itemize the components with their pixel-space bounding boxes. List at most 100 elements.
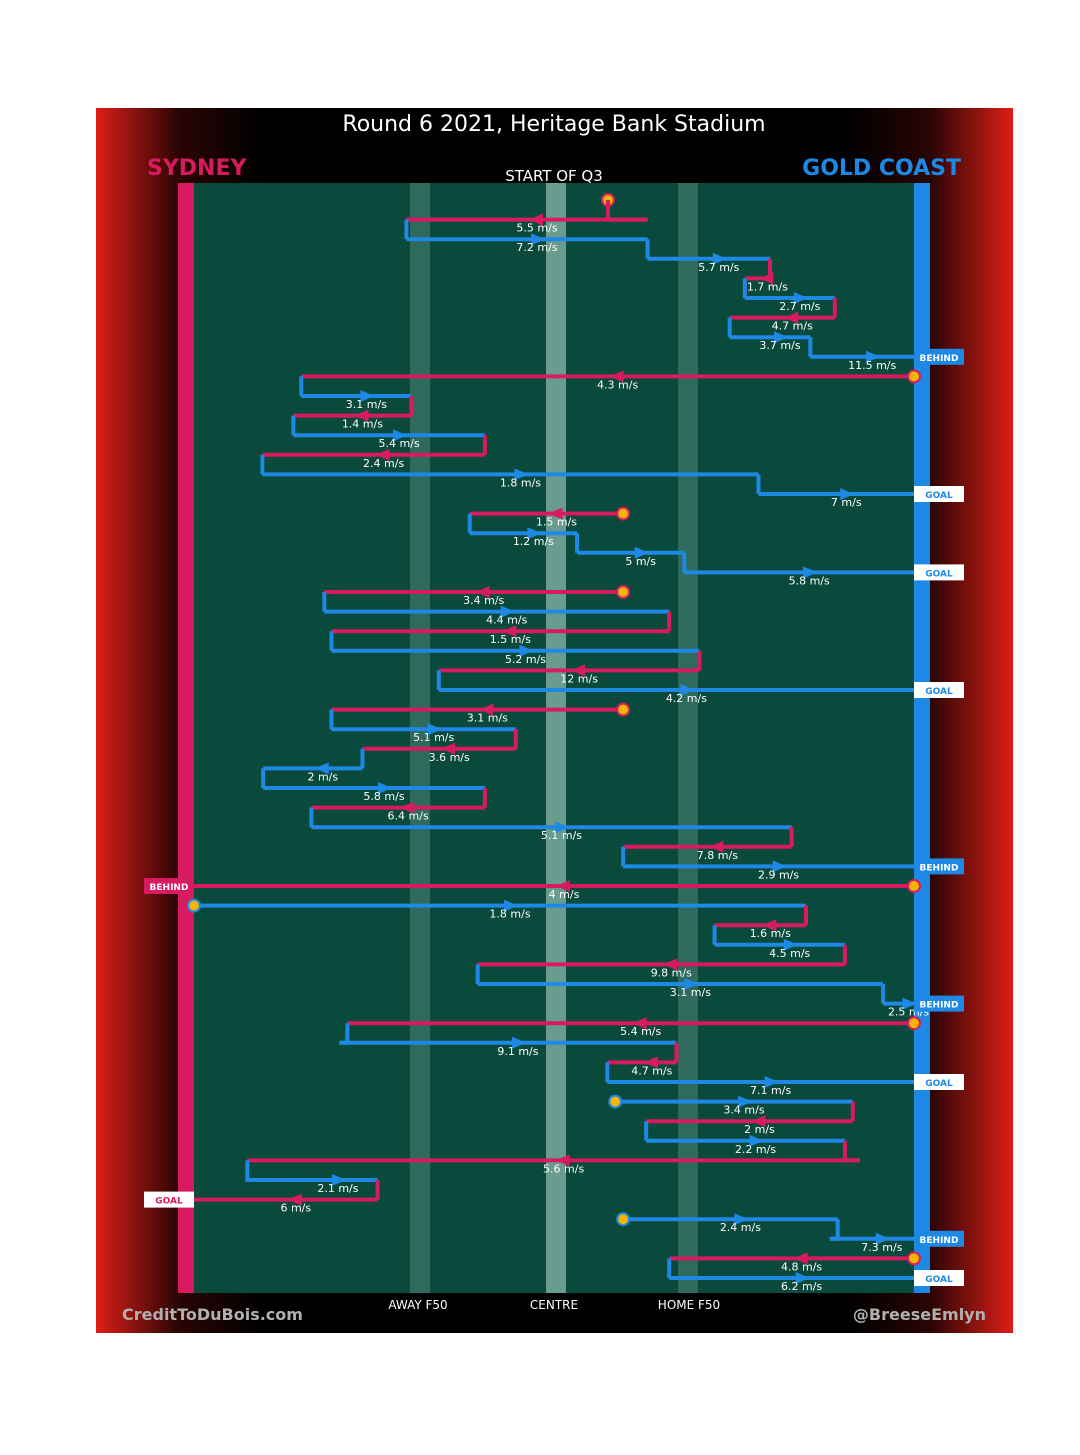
speed-label: 2.4 m/s	[720, 1221, 761, 1234]
direction-arrow	[287, 1193, 302, 1206]
stoppage-marker	[616, 585, 631, 599]
speed-label: 4.8 m/s	[781, 1260, 822, 1273]
direction-arrow	[548, 507, 563, 520]
speed-label: 4.7 m/s	[772, 320, 813, 333]
speed-label: 1.6 m/s	[750, 927, 791, 940]
axis-label-centre: CENTRE	[530, 1298, 578, 1312]
speed-label: 5.8 m/s	[789, 574, 830, 587]
direction-arrow	[764, 1076, 779, 1088]
direction-arrow	[393, 429, 408, 442]
direction-arrow	[738, 1095, 752, 1108]
score-label: BEHIND	[920, 1001, 959, 1011]
speed-label: 2.1 m/s	[317, 1182, 358, 1195]
direction-arrow	[772, 860, 787, 873]
gold-coast-goal-line	[914, 183, 930, 1293]
direction-arrow	[680, 684, 695, 696]
speed-label: 1.8 m/s	[489, 908, 530, 921]
score-badge	[914, 1074, 964, 1090]
direction-arrow	[663, 958, 678, 971]
stoppage-marker	[616, 506, 631, 521]
score-badge	[914, 1230, 964, 1247]
speed-label: 4.3 m/s	[597, 378, 638, 391]
centre-band	[546, 183, 566, 1293]
speed-label: 2.9 m/s	[758, 868, 799, 881]
direction-arrow	[783, 938, 798, 951]
direction-arrow	[400, 801, 415, 814]
score-badge	[914, 995, 964, 1012]
speed-label: 5.5 m/s	[516, 222, 557, 235]
direction-arrow	[803, 566, 818, 579]
speed-label: 12 m/s	[560, 672, 598, 685]
speed-label: 5.1 m/s	[541, 829, 582, 842]
score-badge	[144, 1191, 194, 1208]
speed-label: 1.4 m/s	[342, 418, 383, 431]
direction-arrow	[375, 448, 390, 461]
speed-label: 5 m/s	[625, 555, 656, 568]
speed-label: 9.1 m/s	[497, 1045, 538, 1058]
direction-arrow	[734, 1213, 749, 1226]
direction-arrow	[712, 252, 727, 265]
direction-arrow	[479, 703, 494, 716]
direction-arrow	[511, 1036, 526, 1049]
score-label: GOAL	[925, 1275, 953, 1285]
speed-label: 5.2 m/s	[505, 653, 546, 666]
score-badge	[914, 682, 964, 698]
direction-arrow	[751, 1115, 766, 1128]
stoppage-marker	[616, 1212, 631, 1227]
speed-label: 6.2 m/s	[781, 1280, 822, 1293]
speed-label: 5.8 m/s	[363, 790, 404, 803]
possession-chains: 5.5 m/s 7.2 m/s 5.7 m/s 1.7 m/s 2.7 m/s 4.7 m…	[144, 193, 964, 1293]
direction-arrow	[902, 997, 917, 1010]
speed-label: 3.1 m/s	[346, 398, 387, 411]
direction-arrow	[519, 644, 534, 657]
score-label: BEHIND	[920, 1236, 959, 1246]
stoppage-marker	[907, 879, 921, 893]
score-badge	[914, 1270, 964, 1286]
direction-arrow	[475, 586, 490, 598]
direction-arrow	[793, 292, 808, 304]
speed-label: 7.3 m/s	[861, 1241, 902, 1254]
speed-label: 4.7 m/s	[631, 1064, 672, 1077]
speed-label: 1.5 m/s	[490, 633, 531, 646]
subtitle: START OF Q3	[505, 167, 603, 185]
speed-label: 7 m/s	[831, 496, 862, 509]
direction-arrow	[632, 1017, 647, 1030]
direction-arrow	[529, 213, 543, 226]
speed-label: 1.8 m/s	[500, 476, 541, 489]
direction-arrow	[504, 899, 518, 912]
direction-arrow	[527, 527, 542, 540]
axis-label-home: HOME F50	[658, 1298, 720, 1312]
direction-arrow	[331, 1174, 346, 1186]
direction-arrow	[502, 625, 517, 638]
direction-arrow	[709, 840, 724, 853]
direction-arrow	[875, 1232, 890, 1245]
stoppage-marker	[907, 1251, 921, 1266]
direction-arrow	[531, 233, 545, 246]
speed-label: 7.8 m/s	[697, 849, 738, 862]
speed-label: 3.1 m/s	[467, 712, 508, 725]
speed-label: 5.1 m/s	[413, 731, 454, 744]
speed-label: 4.5 m/s	[769, 947, 810, 960]
speed-label: 1.2 m/s	[513, 535, 554, 548]
direction-arrow	[634, 546, 649, 559]
score-badge	[914, 858, 964, 875]
stoppage-marker	[907, 1016, 921, 1031]
speed-label: 11.5 m/s	[848, 359, 896, 372]
score-label: GOAL	[925, 491, 953, 501]
speed-label: 4 m/s	[549, 888, 580, 901]
credit-right: @BreeseEmlyn	[853, 1305, 986, 1324]
speed-label: 5.6 m/s	[543, 1162, 584, 1175]
direction-arrow	[314, 762, 329, 775]
sydney-goal-line	[178, 183, 194, 1293]
score-label: BEHIND	[150, 883, 189, 893]
speed-label: 1.5 m/s	[536, 516, 577, 529]
direction-arrow	[354, 409, 369, 422]
team-left-name: SYDNEY	[147, 156, 247, 181]
score-badge	[914, 564, 964, 581]
score-label: GOAL	[925, 569, 953, 579]
score-label: GOAL	[925, 687, 953, 697]
direction-arrow	[795, 1272, 810, 1284]
direction-arrow	[793, 1252, 808, 1265]
stoppage-marker	[187, 898, 201, 913]
